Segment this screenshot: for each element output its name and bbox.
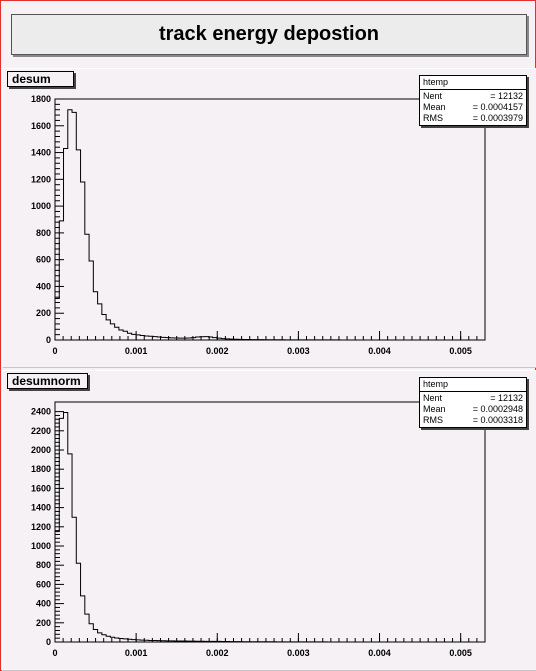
- stats-key: Nent: [423, 91, 442, 102]
- stats-row-mean: Mean = 0.0002948: [423, 404, 523, 415]
- y-tick-label: 0: [46, 637, 51, 647]
- y-tick-label: 2200: [31, 426, 51, 436]
- y-tick-label: 1400: [31, 148, 51, 158]
- pad-desumnorm[interactable]: 0 200 400 600 800 1000 1200 1400 1600 1800 2000 220…: [2, 370, 536, 671]
- stats-row-rms: RMS = 0.0003979: [423, 113, 523, 124]
- stats-key: Nent: [423, 393, 442, 404]
- x-tick-label: 0.004: [368, 346, 391, 356]
- y-tick-label: 600: [36, 579, 51, 589]
- stats-title: htemp: [420, 379, 526, 392]
- stats-value: = 0.0004157: [473, 102, 523, 113]
- y-tick-label: 800: [36, 228, 51, 238]
- y-tick-label: 1000: [31, 541, 51, 551]
- x-tick-label: 0.002: [206, 346, 229, 356]
- x-tick-label: 0: [52, 346, 57, 356]
- stats-value: = 0.0003979: [473, 113, 523, 124]
- y-tick-label: 1200: [31, 522, 51, 532]
- y-tick-label: 1800: [31, 94, 51, 104]
- y-tick-label: 600: [36, 255, 51, 265]
- y-tick-label: 1200: [31, 174, 51, 184]
- stats-box[interactable]: htemp Nent = 12132 Mean = 0.0002948 RMS …: [419, 377, 527, 428]
- stats-key: RMS: [423, 415, 443, 426]
- x-tick-label: 0.005: [449, 346, 472, 356]
- y-tick-label: 1800: [31, 464, 51, 474]
- x-tick-label: 0.001: [125, 346, 148, 356]
- y-tick-label: 200: [36, 618, 51, 628]
- y-tick-label: 1600: [31, 483, 51, 493]
- stats-value: = 0.0003318: [473, 415, 523, 426]
- x-tick-label: 0: [52, 648, 57, 658]
- stats-title: htemp: [420, 77, 526, 90]
- x-tick-label: 0.002: [206, 648, 229, 658]
- stats-value: = 12132: [490, 393, 523, 404]
- y-tick-label: 1000: [31, 201, 51, 211]
- y-tick-label: 200: [36, 308, 51, 318]
- y-tick-label: 800: [36, 560, 51, 570]
- plot-frame: [55, 99, 485, 340]
- y-tick-label: 400: [36, 281, 51, 291]
- pad-desum[interactable]: 0 200 400 600 800 1000 1200 1400 1600 1800 0 0.001 0…: [2, 68, 536, 368]
- y-tick-label: 0: [46, 335, 51, 345]
- y-tick-label: 2400: [31, 407, 51, 417]
- x-tick-label: 0.001: [125, 648, 148, 658]
- y-tick-label: 400: [36, 599, 51, 609]
- y-tick-label: 2000: [31, 445, 51, 455]
- x-tick-label: 0.003: [287, 346, 310, 356]
- stats-row-nent: Nent = 12132: [423, 91, 523, 102]
- x-tick-label: 0.003: [287, 648, 310, 658]
- x-tick-label: 0.005: [449, 648, 472, 658]
- stats-row-nent: Nent = 12132: [423, 393, 523, 404]
- y-tick-label: 1600: [31, 121, 51, 131]
- pad-label: desum: [7, 71, 74, 87]
- stats-row-mean: Mean = 0.0004157: [423, 102, 523, 113]
- stats-key: RMS: [423, 113, 443, 124]
- pad-label: desumnorm: [7, 373, 88, 389]
- stats-box[interactable]: htemp Nent = 12132 Mean = 0.0004157 RMS …: [419, 75, 527, 126]
- stats-value: = 0.0002948: [473, 404, 523, 415]
- y-tick-label: 1400: [31, 503, 51, 513]
- stats-row-rms: RMS = 0.0003318: [423, 415, 523, 426]
- stats-key: Mean: [423, 404, 446, 415]
- stats-value: = 12132: [490, 91, 523, 102]
- histogram-line: [55, 413, 481, 642]
- canvas-title: track energy depostion: [11, 14, 527, 55]
- x-tick-label: 0.004: [368, 648, 391, 658]
- stats-key: Mean: [423, 102, 446, 113]
- plot-frame: [55, 402, 485, 642]
- histogram-line: [55, 110, 481, 340]
